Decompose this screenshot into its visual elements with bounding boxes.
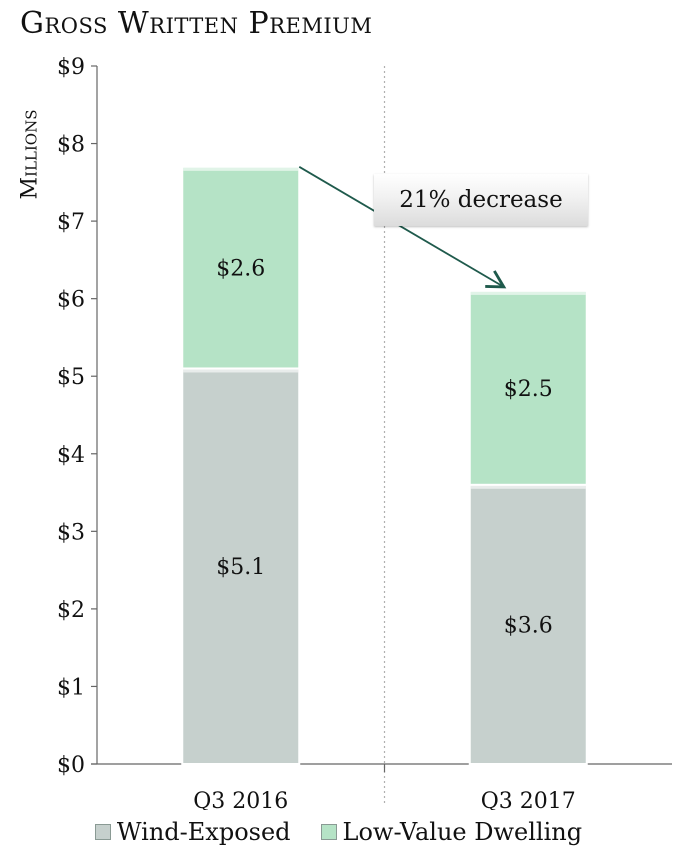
data-label: $3.6 (504, 613, 553, 638)
legend-label-low-value-dwelling: Low-Value Dwelling (342, 818, 583, 846)
y-tick-label: $2 (57, 598, 85, 623)
y-tick-label: $1 (57, 675, 85, 700)
y-tick-label: $7 (57, 210, 85, 235)
data-label: $2.6 (216, 257, 265, 282)
legend-swatch-wind-exposed (94, 824, 111, 840)
legend-item-low-value-dwelling: Low-Value Dwelling (320, 818, 583, 846)
bar-highlight (183, 369, 299, 373)
y-tick-label: $6 (57, 288, 85, 313)
decrease-callout-text: 21% decrease (399, 187, 563, 213)
legend-item-wind-exposed: Wind-Exposed (94, 818, 291, 846)
stacked-bar-chart: $0 $1 $2 $3 $4 $5 $6 $7 $8 $9 $5.1 $2.6 Q3 2016 $3.6… (57, 55, 672, 810)
bar-highlight (470, 485, 586, 489)
bar-highlight (183, 167, 299, 171)
data-label: $2.5 (504, 377, 553, 402)
decrease-callout: 21% decrease (374, 174, 588, 226)
y-tick-label: $5 (57, 365, 85, 390)
y-tick-label: $8 (57, 133, 85, 158)
bar-highlight (470, 291, 586, 295)
chart-title: Gross Written Premium (20, 6, 373, 41)
y-tick-label: $4 (57, 443, 85, 468)
y-tick-label: $3 (57, 520, 85, 545)
y-tick-label: $0 (57, 753, 85, 778)
data-label: $5.1 (216, 555, 265, 580)
legend-label-wind-exposed: Wind-Exposed (116, 818, 291, 846)
legend: Wind-Exposed Low-Value Dwelling (0, 818, 677, 846)
bar-wind-exposed-0 (181, 367, 301, 765)
x-tick-label: Q3 2016 (193, 789, 288, 810)
bar-low-value-dwelling-1 (468, 289, 588, 486)
x-tick-label: Q3 2017 (481, 789, 576, 810)
legend-swatch-low-value-dwelling (320, 824, 337, 840)
decrease-arrow (298, 166, 507, 289)
bar-low-value-dwelling-0 (181, 165, 301, 370)
y-tick-label: $9 (57, 55, 85, 80)
